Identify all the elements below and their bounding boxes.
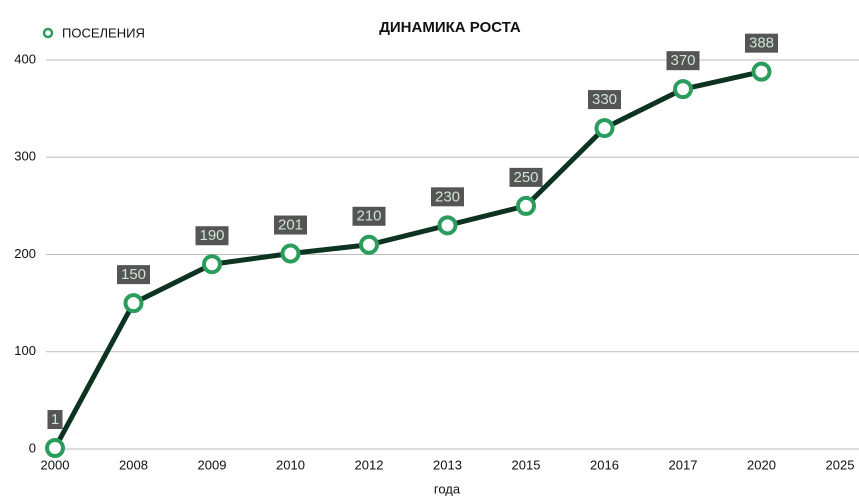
marker (45, 438, 65, 459)
chart-title: ДИНАМИКА РОСТА (379, 19, 521, 36)
marker (751, 61, 772, 82)
data-label-box (274, 215, 307, 235)
x-tick-label: 2000 (41, 457, 70, 472)
data-label: 330 (592, 91, 617, 108)
x-tick-label: 2025 (826, 457, 855, 472)
x-tick-label: 2013 (433, 457, 462, 472)
data-label-box (195, 226, 229, 246)
data-label-box (431, 187, 464, 207)
x-axis-label: года (434, 481, 461, 496)
data-label: 1 (51, 411, 59, 428)
marker (516, 195, 536, 216)
x-tick-label: 2017 (669, 457, 698, 472)
marker (202, 254, 222, 275)
data-label-box (588, 90, 621, 110)
legend-label: ПОСЕЛЕНИЯ (62, 25, 145, 40)
legend-marker (42, 27, 54, 39)
x-tick-label: 2009 (198, 457, 227, 472)
y-tick-label: 100 (14, 343, 36, 358)
data-label: 250 (513, 169, 538, 186)
marker (437, 215, 458, 236)
data-label: 388 (749, 35, 774, 52)
x-tick-label: 2020 (747, 457, 776, 472)
data-label-box (745, 33, 778, 53)
y-tick-label: 300 (14, 149, 36, 164)
marker (123, 293, 144, 314)
data-label: 230 (435, 188, 460, 205)
y-tick-label: 200 (14, 246, 36, 261)
data-label: 370 (670, 52, 695, 69)
y-tick-label: 0 (29, 440, 36, 455)
marker (673, 79, 693, 100)
data-label-box (117, 265, 150, 285)
marker (594, 118, 615, 139)
data-label: 201 (278, 216, 303, 233)
marker (359, 234, 379, 255)
x-tick-label: 2008 (119, 457, 148, 472)
data-label-box (47, 410, 63, 430)
x-tick-label: 2010 (276, 457, 305, 472)
marker (280, 243, 301, 264)
x-tick-label: 2015 (512, 457, 541, 472)
x-tick-label: 2016 (590, 457, 619, 472)
data-label: 190 (199, 227, 224, 244)
x-tick-label: 2012 (355, 457, 384, 472)
data-label-box (666, 51, 700, 71)
data-label: 150 (121, 266, 146, 283)
y-tick-label: 400 (14, 51, 36, 66)
line (52, 69, 763, 450)
data-label-box (509, 167, 543, 187)
data-label: 210 (356, 208, 381, 225)
data-label-box (352, 206, 386, 226)
